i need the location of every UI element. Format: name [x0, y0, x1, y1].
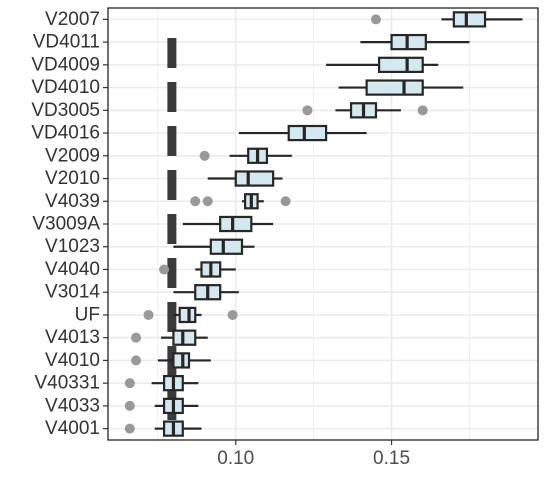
outlier-point [143, 309, 154, 320]
box-vd4010 [338, 79, 464, 96]
box-iqr [234, 170, 275, 187]
y-tick-label: V2010 [45, 168, 100, 189]
box-v4010 [131, 352, 211, 369]
box-v4033 [124, 397, 199, 415]
y-tick-label: V40331 [34, 373, 100, 394]
box-v4039 [190, 193, 291, 210]
box-v3009a [182, 215, 274, 233]
outlier-point [124, 400, 135, 411]
x-axis: 0.10 0.15 [217, 440, 410, 469]
y-tick-label: V4013 [45, 327, 100, 348]
outlier-point [131, 332, 142, 343]
outlier-point [199, 150, 210, 161]
box-v40331 [124, 375, 199, 392]
box-vd4009 [326, 56, 439, 73]
y-tick-label: V3014 [45, 282, 100, 303]
box-iqr [209, 238, 244, 255]
x-tick-label: 0.15 [373, 448, 410, 469]
y-tick-label: V3009A [32, 214, 100, 235]
y-tick-label: V4010 [45, 350, 100, 371]
outlier-point [124, 423, 135, 434]
grid-layer [108, 8, 538, 440]
y-tick-label: VD4010 [31, 77, 100, 98]
y-tick-label: V2009 [45, 145, 100, 166]
box-vd4016 [238, 124, 367, 142]
outlier-point [227, 309, 238, 320]
outlier-point [370, 14, 381, 25]
y-tick-label: V4040 [45, 259, 100, 280]
y-tick-label: V4001 [45, 418, 100, 439]
outlier-point [131, 355, 142, 366]
box-v2009 [199, 147, 292, 164]
box-iqr [287, 124, 328, 142]
box-layer [124, 11, 523, 437]
x-tick-label: 0.10 [217, 448, 254, 469]
box-iqr [219, 215, 253, 233]
y-tick-label: VD4011 [33, 32, 100, 53]
outlier-point [190, 196, 201, 207]
outlier-point [202, 196, 213, 207]
box-iqr [377, 56, 424, 73]
box-v1023 [173, 238, 255, 255]
box-vd3005 [302, 102, 428, 119]
box-uf [143, 306, 238, 324]
box-v2007 [370, 11, 523, 28]
outlier-point [159, 264, 170, 275]
box-vd4011 [360, 33, 470, 51]
box-iqr [365, 79, 424, 96]
box-v3014 [173, 284, 239, 301]
y-tick-label: V4033 [45, 395, 100, 416]
box-v4040 [159, 261, 236, 278]
outlier-point [417, 105, 428, 116]
y-tick-label: VD4009 [31, 54, 100, 75]
outlier-point [124, 378, 135, 389]
box-v4013 [131, 329, 208, 346]
outlier-point [280, 196, 291, 207]
y-tick-label: V1023 [45, 236, 100, 257]
y-tick-label: VD4016 [31, 123, 100, 144]
outlier-point [302, 105, 313, 116]
y-tick-label: UF [75, 304, 100, 325]
y-tick-label: V4039 [45, 191, 100, 212]
y-axis: V2007VD4011VD4009VD4010VD3005VD4016V2009… [31, 9, 108, 439]
box-v2010 [207, 170, 283, 187]
y-tick-label: V2007 [45, 9, 100, 30]
y-tick-label: VD3005 [31, 100, 100, 121]
box-iqr [452, 11, 487, 28]
box-v4001 [124, 420, 202, 437]
